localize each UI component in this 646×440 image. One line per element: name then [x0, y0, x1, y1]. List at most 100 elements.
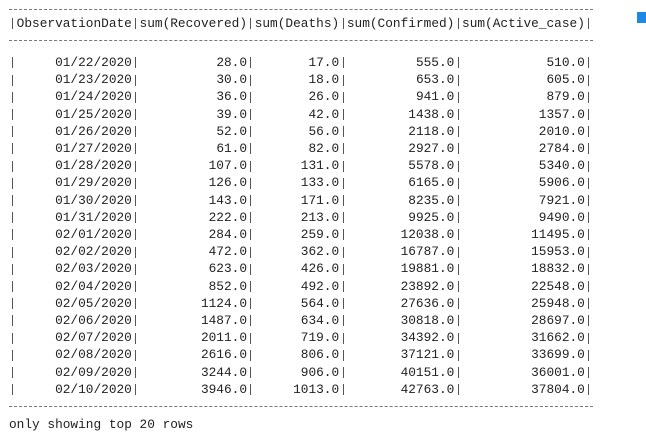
- separator: [584, 106, 593, 123]
- separator: [131, 72, 140, 89]
- cell: 22548.0: [531, 278, 585, 294]
- separator: [131, 16, 140, 32]
- header-row: ObservationDate sum(Recovered) sum(Deaths)…: [9, 16, 593, 32]
- separator: [454, 158, 463, 175]
- cell: 42763.0: [400, 381, 455, 397]
- cell: 1013.0: [293, 381, 340, 397]
- scrollbar-marker: [637, 12, 646, 23]
- separator: [9, 106, 17, 123]
- separator: [131, 89, 140, 106]
- cell: 126.0: [208, 175, 248, 191]
- column-header: sum(Deaths): [254, 16, 340, 31]
- cell: 01/28/2020: [55, 158, 132, 174]
- separator: [454, 89, 463, 106]
- separator: [339, 16, 347, 32]
- cell: 623.0: [208, 261, 248, 277]
- cell: 02/06/2020: [55, 313, 132, 328]
- cell: 213.0: [300, 209, 340, 225]
- separator: [454, 364, 463, 381]
- separator: [584, 227, 593, 243]
- separator: [454, 313, 463, 329]
- cell: 02/07/2020: [55, 330, 132, 346]
- separator: [339, 313, 347, 329]
- separator: [454, 72, 463, 89]
- table-row: 02/05/2020 1124.0 564.0 27636.0 25948.0: [9, 295, 593, 312]
- separator: [247, 72, 255, 89]
- separator: [247, 261, 255, 278]
- cell: 107.0: [208, 158, 248, 174]
- cell: 5906.0: [538, 175, 585, 191]
- cell: 01/29/2020: [55, 175, 132, 191]
- cell: 02/04/2020: [55, 278, 132, 294]
- separator: [454, 106, 463, 123]
- separator: [584, 313, 593, 329]
- separator: [9, 278, 17, 295]
- cell: 2927.0: [408, 141, 455, 156]
- separator: [339, 192, 347, 209]
- cell: 879.0: [546, 89, 585, 105]
- table-row: 01/29/2020 126.0 133.0 6165.0 5906.0: [9, 175, 593, 192]
- separator: [9, 330, 17, 347]
- cell: 426.0: [300, 261, 340, 277]
- cell: 34392.0: [400, 330, 455, 346]
- cell: 259.0: [300, 227, 340, 242]
- cell: 1487.0: [200, 313, 248, 328]
- table-row: 02/08/2020 2616.0 806.0 37121.0 33699.0: [9, 347, 593, 364]
- separator: [9, 364, 17, 381]
- table-row: 02/03/2020 623.0 426.0 19881.0 18832.0: [9, 261, 593, 278]
- table-row: 02/02/2020 472.0 362.0 16787.0 15953.0: [9, 244, 593, 261]
- separator: [247, 364, 255, 381]
- cell: 7921.0: [538, 192, 585, 208]
- cell: 02/09/2020: [55, 364, 132, 380]
- separator: [131, 261, 140, 278]
- table-row: 01/25/2020 39.0 42.0 1438.0 1357.0: [9, 106, 593, 123]
- separator: [584, 123, 593, 140]
- cell: 555.0: [415, 55, 455, 70]
- cell: 284.0: [208, 227, 248, 242]
- cell: 40151.0: [400, 364, 455, 380]
- cell: 37804.0: [531, 381, 585, 397]
- cell: 01/26/2020: [55, 123, 132, 139]
- cell: 806.0: [300, 347, 340, 363]
- separator: [9, 261, 17, 278]
- separator: [454, 55, 463, 71]
- separator: [339, 72, 347, 89]
- separator: [584, 89, 593, 106]
- cell: 5578.0: [408, 158, 455, 174]
- cell: 01/30/2020: [55, 192, 132, 208]
- separator: [131, 381, 140, 398]
- table-row: 01/26/2020 52.0 56.0 2118.0 2010.0: [9, 123, 593, 140]
- separator: [9, 295, 17, 312]
- separator: [247, 313, 255, 329]
- column-header: sum(Recovered): [139, 16, 248, 31]
- cell: 01/31/2020: [55, 209, 132, 225]
- separator: [339, 123, 347, 140]
- separator: [131, 227, 140, 243]
- separator: [247, 16, 255, 32]
- separator: [131, 192, 140, 209]
- separator: [247, 330, 255, 347]
- cell: 02/05/2020: [55, 295, 132, 311]
- separator: [247, 244, 255, 261]
- separator: [339, 209, 347, 226]
- separator: [9, 89, 17, 106]
- cell: 52.0: [216, 123, 248, 139]
- cell: 852.0: [208, 278, 248, 294]
- separator: [584, 141, 593, 157]
- cell: 143.0: [208, 192, 248, 208]
- cell: 23892.0: [400, 278, 455, 294]
- table-border: [9, 9, 593, 10]
- separator: [584, 364, 593, 381]
- separator: [131, 209, 140, 226]
- separator: [247, 55, 255, 71]
- cell: 31662.0: [531, 330, 585, 346]
- cell: 9925.0: [408, 209, 455, 225]
- separator: [131, 364, 140, 381]
- separator: [9, 72, 17, 89]
- separator: [247, 381, 255, 398]
- separator: [584, 175, 593, 192]
- cell: 01/24/2020: [55, 89, 132, 105]
- separator: [131, 106, 140, 123]
- separator: [247, 295, 255, 312]
- separator: [131, 295, 140, 312]
